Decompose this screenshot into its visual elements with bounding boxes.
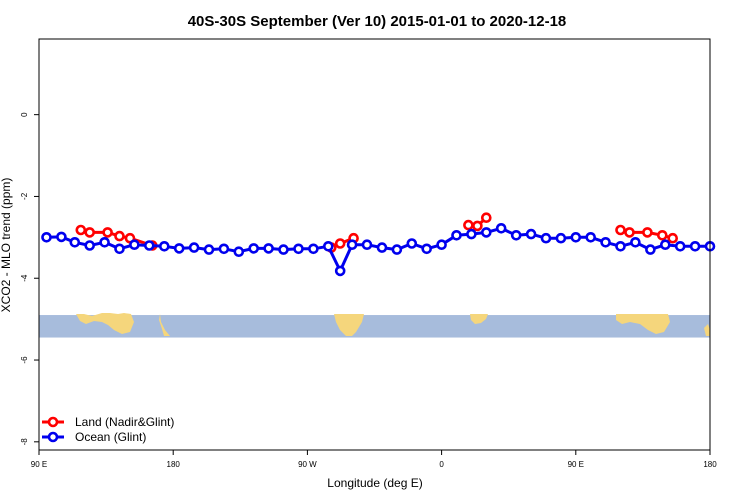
x-axis: 90 E 180 90 W 0 90 E 180 [31, 450, 717, 469]
series-layer [41, 212, 716, 277]
series-1-point-0-7 [144, 240, 155, 251]
series-0-point-2-0 [463, 219, 474, 231]
series-1-point-0-32 [510, 230, 522, 241]
legend-label-ocean: Ocean (Glint) [75, 430, 146, 444]
series-1-point-0-17 [293, 243, 304, 255]
series-1-point-0-5 [114, 243, 125, 255]
series-0-point-3-2 [642, 227, 653, 238]
series-1-point-0-35 [555, 232, 567, 244]
series-1-point-0-38 [600, 237, 611, 248]
series-1-point-0-6 [129, 239, 140, 250]
series-0 [75, 212, 679, 253]
series-1-point-0-23 [376, 242, 388, 253]
x-tick-label-3: 0 [439, 460, 444, 469]
y-tick-label-0: 0 [20, 112, 29, 117]
series-1-point-0-19 [322, 241, 334, 252]
series-1-point-0-33 [525, 228, 537, 240]
series-0-point-1-1 [334, 238, 346, 249]
ocean-band [39, 315, 710, 338]
land-mass-4 [334, 314, 364, 336]
series-1-point-0-8 [159, 241, 170, 252]
series-0-point-3-0 [615, 224, 626, 236]
series-1-point-0-24 [391, 244, 403, 255]
series-1-point-0-37 [585, 232, 597, 243]
y-tick-label-4: -8 [20, 438, 29, 446]
legend-label-land: Land (Nadir&Glint) [75, 415, 174, 429]
series-1-point-0-11 [203, 244, 215, 255]
y-tick-label-2: -4 [20, 274, 29, 282]
y-tick-label-3: -6 [20, 356, 29, 364]
series-1-point-0-43 [674, 241, 686, 252]
series-1-point-0-41 [645, 244, 656, 255]
map-strip [39, 313, 710, 338]
series-0-point-3-4 [667, 232, 679, 244]
series-1-point-0-36 [570, 232, 582, 243]
series-1-point-0-12 [218, 243, 230, 255]
series-1-point-0-20 [334, 265, 346, 277]
series-1-point-0-2 [69, 237, 81, 248]
series-1-point-0-14 [248, 243, 259, 254]
land-mass-6 [616, 314, 670, 334]
series-1-point-0-31 [495, 223, 507, 234]
series-1-point-0-27 [436, 239, 447, 250]
series-1-point-0-39 [615, 241, 626, 252]
chart-title: 40S-30S September (Ver 10) 2015-01-01 to… [188, 13, 567, 30]
series-1-line-0 [46, 226, 710, 273]
series-1-point-0-15 [263, 243, 274, 254]
series-1-point-0-18 [308, 243, 319, 255]
series-1-point-0-28 [451, 230, 462, 241]
series-1-point-0-1 [56, 231, 67, 243]
series-1 [41, 223, 716, 277]
series-0-point-0-1 [84, 227, 95, 238]
series-1-point-0-4 [99, 237, 110, 248]
x-tick-label-0: 90 E [31, 460, 47, 469]
series-0-point-2-1 [472, 220, 483, 232]
series-0-point-0-0 [75, 224, 87, 236]
series-1-point-0-26 [421, 243, 433, 255]
x-tick-label-2: 90 W [298, 460, 317, 469]
land-mass-1 [76, 313, 134, 334]
series-1-point-0-16 [278, 244, 289, 255]
series-0-point-3-3 [656, 230, 668, 241]
series-1-point-0-29 [466, 228, 477, 240]
legend-item-ocean: Ocean (Glint) [42, 430, 146, 444]
x-tick-label-1: 180 [167, 460, 181, 469]
series-1-point-0-22 [361, 239, 373, 250]
series-1-point-0-10 [188, 242, 200, 253]
series-0-point-0-3 [114, 230, 125, 242]
x-tick-label-5: 180 [703, 460, 717, 469]
series-1-point-0-44 [689, 241, 701, 252]
land-mass-2 [159, 314, 170, 336]
series-1-point-0-9 [173, 243, 185, 254]
series-1-point-0-0 [41, 232, 52, 243]
legend-item-land: Land (Nadir&Glint) [42, 415, 174, 429]
series-1-point-0-30 [480, 227, 492, 238]
series-0-point-3-1 [624, 227, 635, 238]
legend-marker-ocean [47, 431, 59, 443]
y-axis: 0 -2 -4 -6 -8 [20, 112, 39, 445]
x-tick-label-4: 90 E [568, 460, 584, 469]
series-1-point-0-25 [406, 238, 418, 249]
legend-marker-land [47, 416, 59, 428]
series-1-point-0-40 [630, 237, 641, 248]
series-1-point-0-42 [659, 239, 671, 250]
y-tick-label-1: -2 [20, 192, 29, 200]
series-1-point-0-13 [233, 246, 245, 257]
series-0-point-0-2 [102, 227, 113, 238]
plot-frame [38, 38, 711, 451]
y-axis-label: XCO2 - MLO trend (ppm) [0, 178, 13, 313]
series-1-point-0-21 [346, 239, 358, 250]
x-axis-label: Longitude (deg E) [327, 476, 422, 490]
series-0-point-2-2 [480, 212, 492, 223]
series-1-point-0-34 [540, 232, 552, 244]
legend: Land (Nadir&Glint) Ocean (Glint) [42, 415, 174, 444]
land-mass-5 [470, 314, 488, 324]
series-1-point-0-3 [84, 240, 95, 251]
land-mass-3 [704, 324, 710, 336]
